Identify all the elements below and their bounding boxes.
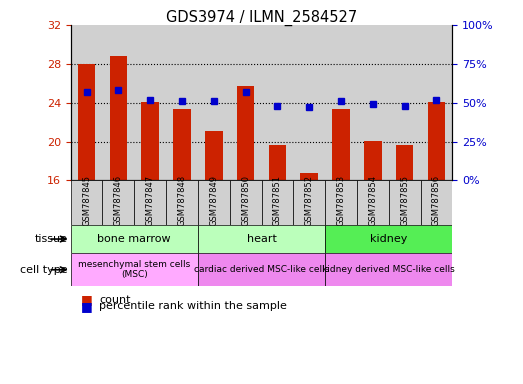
Bar [71,25,103,180]
Bar [293,180,325,225]
Bar [103,25,134,180]
Bar [205,131,222,180]
Bar [269,146,286,180]
Bar [134,25,166,180]
Bar [428,102,445,180]
Bar [198,225,325,253]
Text: ■: ■ [81,300,93,313]
Bar [420,180,452,225]
Text: GSM787851: GSM787851 [273,175,282,226]
Text: tissue: tissue [35,234,68,244]
Bar [420,25,452,180]
Bar [110,56,127,180]
Bar [71,253,198,286]
Bar [71,225,198,253]
Bar [103,180,134,225]
Text: GSM787849: GSM787849 [209,175,218,226]
Text: ■: ■ [81,293,93,306]
Text: GSM787852: GSM787852 [305,175,314,226]
Bar [389,180,420,225]
Text: GSM787854: GSM787854 [368,175,378,226]
Text: GSM787856: GSM787856 [432,175,441,226]
Bar [325,225,452,253]
Bar [230,25,262,180]
Text: kidney derived MSC-like cells: kidney derived MSC-like cells [322,265,455,274]
Bar [357,25,389,180]
Bar [166,180,198,225]
Text: GSM787855: GSM787855 [400,175,409,226]
Text: GDS3974 / ILMN_2584527: GDS3974 / ILMN_2584527 [166,10,357,26]
Bar [166,25,198,180]
Bar [230,180,262,225]
Bar [325,25,357,180]
Bar [396,146,413,180]
Text: GSM787845: GSM787845 [82,175,91,226]
Bar [389,25,420,180]
Bar [357,180,389,225]
Text: GSM787850: GSM787850 [241,175,250,226]
Text: heart: heart [246,234,277,244]
Bar [198,253,325,286]
Text: cell type: cell type [20,265,68,275]
Bar [173,109,191,180]
Bar [262,180,293,225]
Bar [198,25,230,180]
Bar [134,180,166,225]
Bar [364,141,382,180]
Bar [262,25,293,180]
Text: percentile rank within the sample: percentile rank within the sample [99,301,287,311]
Bar [301,173,318,180]
Bar [141,102,159,180]
Bar [325,180,357,225]
Text: GSM787853: GSM787853 [336,175,346,226]
Text: kidney: kidney [370,234,407,244]
Bar [332,109,350,180]
Text: mesenchymal stem cells
(MSC): mesenchymal stem cells (MSC) [78,260,190,280]
Bar [237,86,254,180]
Bar [198,180,230,225]
Text: count: count [99,295,131,305]
Bar [325,253,452,286]
Text: bone marrow: bone marrow [97,234,171,244]
Text: GSM787847: GSM787847 [145,175,155,226]
Bar [71,180,103,225]
Text: GSM787846: GSM787846 [114,175,123,226]
Bar [293,25,325,180]
Text: GSM787848: GSM787848 [177,175,187,226]
Text: cardiac derived MSC-like cells: cardiac derived MSC-like cells [194,265,329,274]
Bar [78,64,95,180]
